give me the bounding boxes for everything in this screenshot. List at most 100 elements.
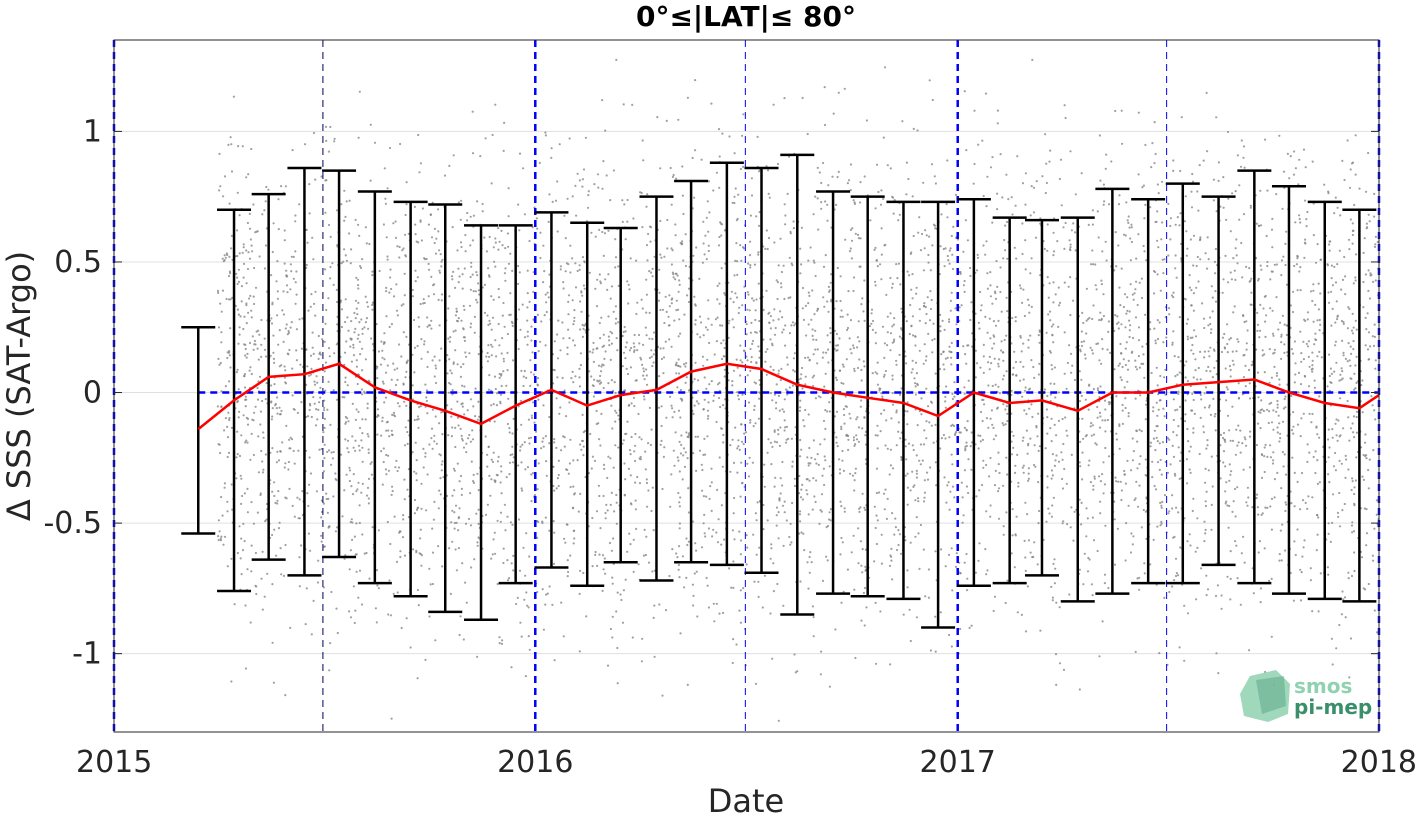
- scatter-point: [629, 502, 633, 505]
- scatter-point: [1138, 281, 1141, 284]
- scatter-point: [1225, 386, 1228, 389]
- scatter-point: [272, 351, 275, 354]
- scatter-point: [472, 481, 475, 484]
- scatter-point: [1242, 156, 1245, 159]
- scatter-point: [806, 561, 809, 564]
- scatter-point: [457, 529, 460, 532]
- scatter-point: [1047, 313, 1050, 316]
- scatter-point: [246, 352, 249, 355]
- scatter-point: [361, 258, 364, 261]
- scatter-point: [1367, 468, 1370, 472]
- scatter-point: [841, 315, 844, 318]
- scatter-point: [1303, 374, 1306, 378]
- scatter-point: [572, 381, 575, 384]
- scatter-point: [1210, 528, 1213, 531]
- scatter-point: [1209, 413, 1212, 416]
- scatter-point: [591, 565, 594, 568]
- scatter-point: [1099, 500, 1102, 503]
- scatter-point: [1069, 526, 1072, 529]
- scatter-point: [574, 184, 577, 187]
- scatter-point: [721, 132, 724, 135]
- scatter-point: [398, 343, 401, 346]
- scatter-point: [1279, 432, 1282, 435]
- scatter-point: [1206, 439, 1209, 442]
- scatter-point: [393, 515, 396, 518]
- scatter-point: [361, 460, 364, 463]
- scatter-point: [1163, 415, 1166, 418]
- scatter-point: [389, 268, 392, 271]
- scatter-point: [1014, 471, 1017, 474]
- scatter-point: [1173, 472, 1176, 475]
- scatter-point: [911, 368, 914, 371]
- scatter-point: [354, 317, 357, 320]
- scatter-point: [440, 463, 443, 466]
- scatter-point: [1204, 467, 1207, 470]
- scatter-point: [1364, 344, 1367, 347]
- scatter-point: [467, 437, 470, 440]
- scatter-point: [611, 582, 614, 585]
- scatter-point: [635, 527, 638, 531]
- scatter-point: [241, 549, 245, 552]
- scatter-point: [1316, 319, 1319, 322]
- scatter-point: [718, 456, 721, 459]
- scatter-point: [242, 522, 245, 526]
- scatter-point: [1270, 421, 1274, 424]
- scatter-point: [722, 433, 725, 437]
- scatter-point: [702, 220, 705, 223]
- scatter-point: [1049, 319, 1052, 322]
- scatter-point: [1292, 411, 1295, 414]
- scatter-point: [1022, 436, 1025, 439]
- scatter-point: [469, 492, 472, 495]
- scatter-point: [278, 406, 281, 409]
- scatter-point: [1120, 378, 1123, 382]
- scatter-point: [223, 535, 227, 538]
- scatter-point: [1278, 553, 1281, 556]
- scatter-point: [796, 670, 799, 673]
- scatter-point: [884, 369, 888, 373]
- scatter-point: [365, 551, 368, 555]
- scatter-point: [348, 610, 351, 613]
- scatter-point: [1273, 263, 1276, 266]
- scatter-point: [765, 229, 768, 232]
- scatter-point: [1135, 368, 1139, 371]
- scatter-point: [254, 405, 257, 408]
- scatter-point: [1306, 345, 1310, 348]
- scatter-point: [843, 510, 846, 513]
- scatter-point: [906, 472, 909, 475]
- scatter-point: [395, 459, 398, 462]
- scatter-point: [490, 354, 493, 357]
- scatter-point: [243, 492, 246, 495]
- scatter-point: [447, 307, 450, 310]
- scatter-point: [471, 110, 474, 113]
- scatter-point: [487, 267, 490, 270]
- scatter-point: [419, 219, 422, 222]
- scatter-point: [544, 603, 547, 606]
- scatter-point: [1189, 385, 1192, 388]
- scatter-point: [1334, 422, 1337, 425]
- scatter-point: [1260, 399, 1263, 402]
- scatter-point: [673, 410, 676, 413]
- scatter-point: [1371, 554, 1374, 557]
- scatter-point: [648, 356, 652, 360]
- scatter-point: [749, 266, 752, 269]
- scatter-point: [646, 193, 649, 196]
- scatter-point: [417, 133, 420, 137]
- scatter-point: [820, 510, 823, 513]
- scatter-point: [434, 367, 438, 370]
- scatter-point: [1119, 376, 1122, 379]
- scatter-point: [951, 463, 954, 466]
- scatter-point: [325, 497, 328, 501]
- scatter-point: [692, 452, 695, 455]
- scatter-point: [601, 589, 604, 593]
- scatter-point: [273, 528, 276, 531]
- scatter-point: [1264, 506, 1267, 509]
- scatter-point: [1291, 352, 1295, 355]
- scatter-point: [1205, 447, 1208, 450]
- scatter-point: [854, 656, 857, 660]
- scatter-point: [674, 234, 677, 237]
- scatter-point: [1352, 348, 1355, 351]
- scatter-point: [350, 248, 353, 251]
- scatter-point: [506, 369, 509, 372]
- scatter-point: [806, 132, 809, 136]
- scatter-point: [738, 530, 741, 533]
